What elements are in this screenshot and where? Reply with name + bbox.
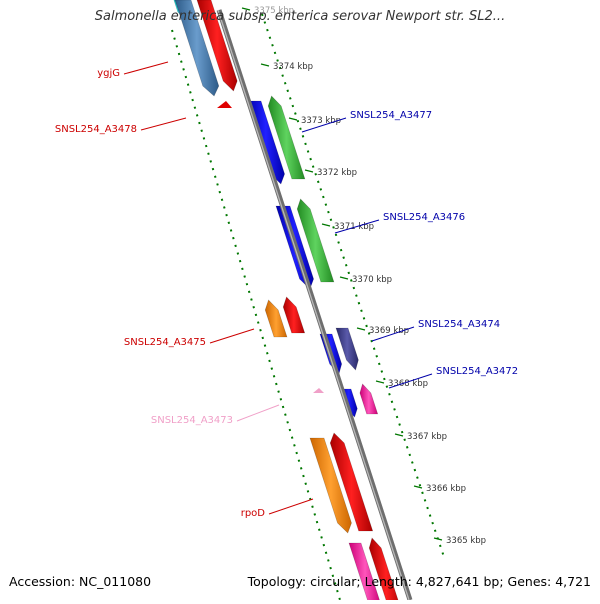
tick-mark: [356, 327, 366, 331]
gene-triangle-2: [313, 388, 324, 393]
tick-mark: [339, 276, 349, 280]
tick-label: 3368 kbp: [388, 379, 428, 389]
tick-mark: [304, 169, 314, 173]
gene-triangle-1: [217, 101, 232, 108]
gene-arrow-3: [196, 0, 238, 92]
label-leader-line: [388, 373, 433, 389]
tick-mark: [394, 433, 404, 437]
tick-label: 3365 kbp: [446, 536, 486, 546]
gene-arrow-2: [174, 0, 220, 97]
gene-label[interactable]: SNSL254_A3474: [418, 319, 500, 330]
gene-label[interactable]: SNSL254_A3473: [151, 415, 233, 426]
gene-label[interactable]: SNSL254_A3476: [383, 212, 465, 223]
gene-arrow-7: [296, 198, 335, 283]
gene-arrow-5: [267, 95, 306, 180]
gene-arrow-11: [335, 327, 359, 371]
label-leader-line: [301, 117, 347, 133]
tick-label: 3373 kbp: [301, 116, 341, 126]
page-title: Salmonella enterica subsp. enterica sero…: [94, 9, 506, 24]
gene-arrow-14: [309, 437, 352, 534]
gene-label[interactable]: SNSL254_A3475: [124, 337, 206, 348]
gene-arrow-8: [264, 299, 288, 338]
gene-label[interactable]: SNSL254_A3478: [55, 124, 137, 135]
gene-label[interactable]: ygjG: [97, 68, 120, 79]
tick-label: 3369 kbp: [369, 326, 409, 336]
tick-mark: [288, 117, 298, 121]
accession-text: Accession: NC_011080: [9, 574, 152, 589]
inner-ring: [171, 29, 341, 601]
genome-backbone: [216, 9, 413, 601]
gene-arrow-9: [282, 296, 306, 334]
tick-mark: [375, 380, 385, 384]
label-leader-line: [268, 498, 314, 515]
genome-summary: Topology: circular; Length: 4,827,641 bp…: [247, 574, 591, 589]
label-layer: ygjG SNSL254_A3478 SNSL254_A3477 SNSL254_A3…: [55, 61, 518, 519]
tick-mark: [433, 537, 443, 541]
label-leader-line: [209, 328, 255, 344]
gene-arrow-16: [348, 542, 382, 604]
tick-mark: [413, 485, 423, 489]
tick-label: 3367 kbp: [407, 432, 447, 442]
backbone-highlight: [217, 9, 410, 601]
gene-label[interactable]: rpoD: [241, 508, 266, 519]
feature-layer: [173, 0, 400, 604]
tick-label: 3372 kbp: [317, 168, 357, 178]
label-leader-line: [123, 61, 169, 75]
label-leader-line: [140, 117, 187, 131]
gene-arrow-13: [359, 383, 379, 415]
gene-arrow-17: [368, 537, 400, 604]
label-leader-line: [236, 404, 280, 422]
tick-mark: [241, 7, 251, 11]
gene-arrow-15: [329, 432, 374, 532]
label-leader-line: [371, 326, 415, 342]
gene-label[interactable]: SNSL254_A3477: [350, 110, 432, 121]
tick-label: 3375 kbp: [254, 6, 294, 16]
label-leader-line: [334, 219, 380, 234]
tick-label: 3370 kbp: [352, 275, 392, 285]
tick-mark: [321, 223, 331, 227]
tick-label: 3366 kbp: [426, 484, 466, 494]
tick-label: 3374 kbp: [273, 62, 313, 72]
tick-mark: [260, 63, 270, 67]
gene-label[interactable]: SNSL254_A3472: [436, 366, 518, 377]
